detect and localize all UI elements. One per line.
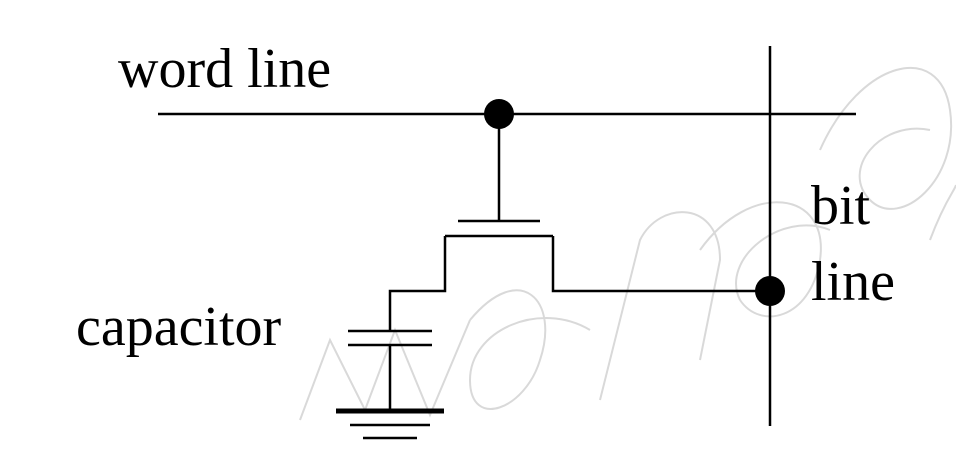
watermark — [299, 67, 956, 421]
bit-line-label-bit: bit — [811, 175, 871, 237]
watermark-stroke-1 — [299, 319, 471, 421]
bit-line-label-line: line — [811, 251, 895, 313]
watermark-stroke-6 — [929, 184, 956, 241]
source-lead — [388, 236, 447, 331]
storage-capacitor — [348, 329, 432, 411]
ground-icon — [336, 408, 444, 440]
capacitor-label: capacitor — [76, 296, 282, 358]
watermark-stroke-5 — [819, 67, 953, 210]
watermark-stroke-3 — [599, 211, 722, 401]
watermark-stroke-2 — [468, 289, 591, 410]
access-transistor — [388, 114, 770, 331]
word-line-label: word line — [118, 38, 331, 100]
watermark-stroke-4 — [699, 201, 831, 318]
drain-lead — [551, 236, 770, 293]
